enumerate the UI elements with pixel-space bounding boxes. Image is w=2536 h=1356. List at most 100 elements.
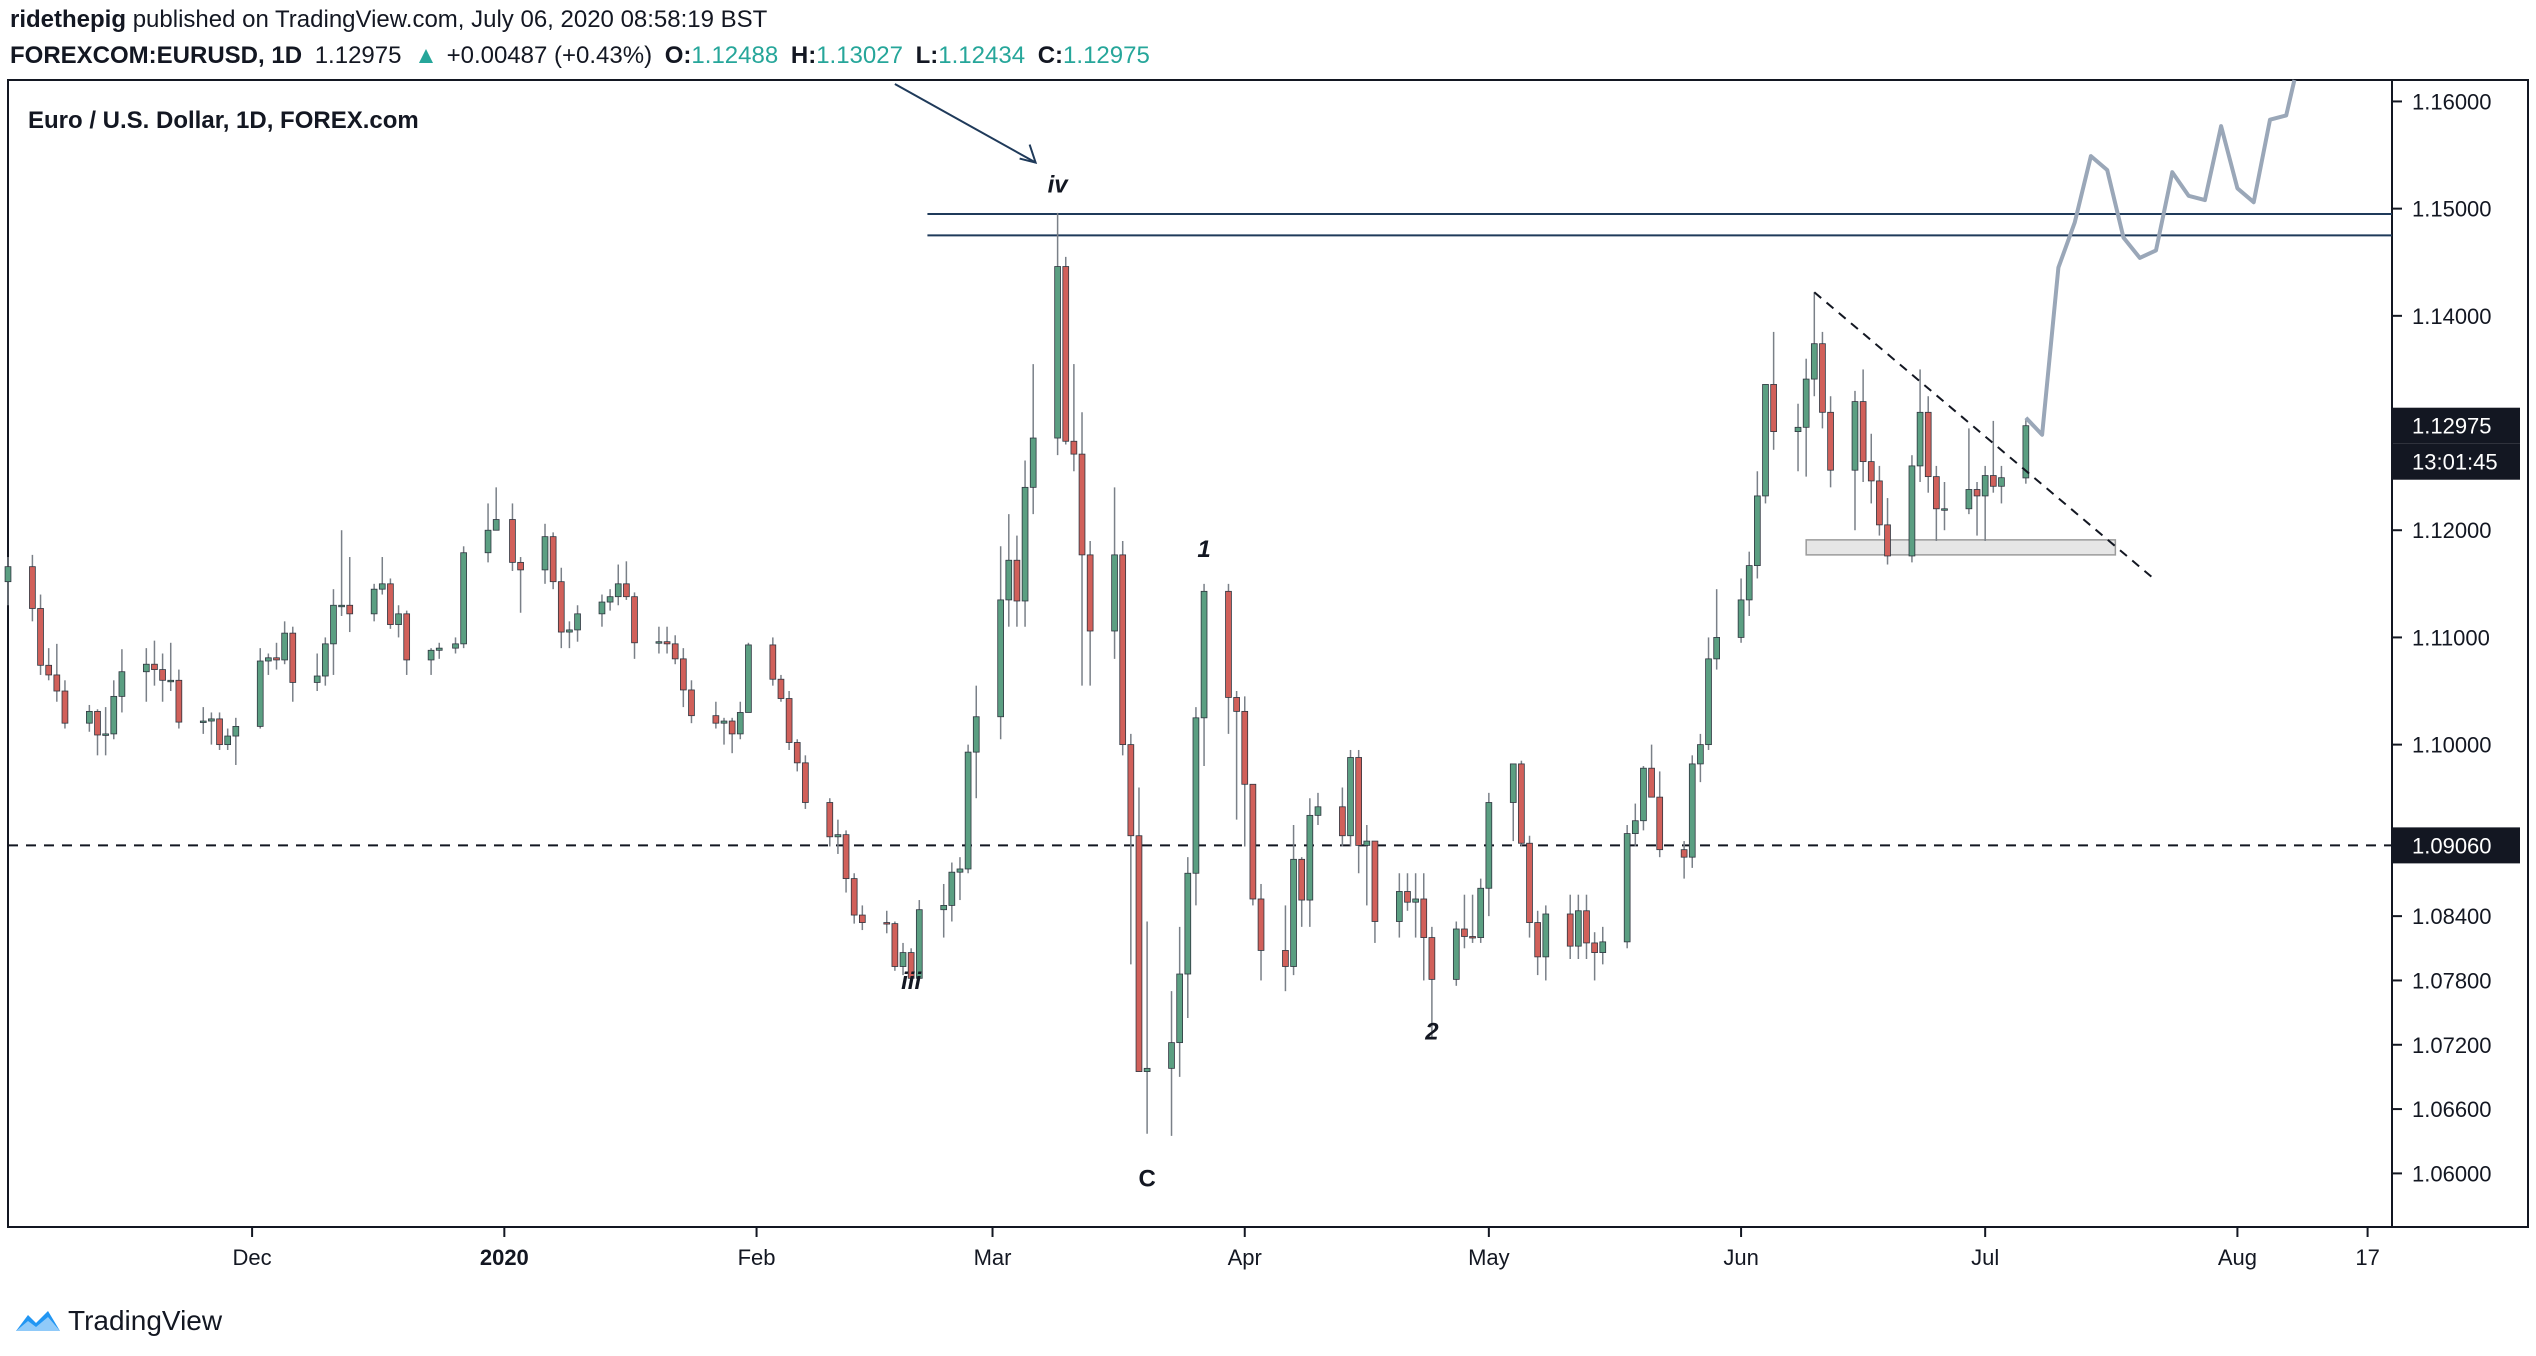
candle[interactable]: [1111, 487, 1118, 659]
candle[interactable]: [842, 830, 850, 893]
candle[interactable]: [1412, 873, 1419, 938]
candle[interactable]: [509, 503, 516, 571]
candle[interactable]: [53, 643, 61, 702]
candle[interactable]: [1477, 878, 1485, 943]
candle[interactable]: [460, 546, 467, 649]
candle[interactable]: [1192, 707, 1200, 906]
candle[interactable]: [720, 717, 728, 745]
candle[interactable]: [1697, 733, 1704, 783]
candle[interactable]: [1452, 921, 1460, 986]
candle[interactable]: [1428, 926, 1436, 1038]
candle[interactable]: [1794, 403, 1802, 472]
candle[interactable]: [1998, 465, 2005, 504]
candle[interactable]: [159, 653, 166, 702]
candle[interactable]: [745, 642, 752, 713]
candle[interactable]: [1143, 921, 1151, 1134]
candle[interactable]: [1916, 369, 1924, 482]
candle[interactable]: [1851, 390, 1859, 531]
candle[interactable]: [1583, 894, 1590, 960]
candle[interactable]: [1371, 840, 1379, 943]
candle[interactable]: [1241, 696, 1249, 847]
candle[interactable]: [736, 701, 744, 740]
candle[interactable]: [1306, 798, 1314, 927]
candle[interactable]: [370, 583, 378, 622]
candle[interactable]: [1347, 749, 1354, 847]
candle[interactable]: [566, 621, 573, 649]
candle[interactable]: [1867, 433, 1875, 504]
candle[interactable]: [1021, 460, 1029, 627]
candle[interactable]: [403, 610, 411, 675]
candle[interactable]: [37, 594, 44, 675]
candle[interactable]: [1200, 583, 1208, 767]
price-axis[interactable]: 1.160001.150001.140001.130001.120001.110…: [2392, 89, 2492, 1186]
candle[interactable]: [1933, 465, 1940, 541]
candle[interactable]: [1298, 857, 1306, 927]
candle[interactable]: [1485, 792, 1493, 917]
candle[interactable]: [1534, 910, 1541, 976]
candle[interactable]: [94, 709, 101, 756]
candle[interactable]: [891, 921, 899, 971]
candle[interactable]: [793, 739, 801, 772]
candle[interactable]: [1705, 637, 1712, 750]
candle[interactable]: [1575, 894, 1582, 960]
candle[interactable]: [167, 642, 175, 692]
candle[interactable]: [151, 640, 158, 686]
candle[interactable]: [997, 546, 1004, 740]
candle[interactable]: [1168, 991, 1175, 1136]
candle[interactable]: [1745, 551, 1753, 616]
candle[interactable]: [1509, 763, 1517, 842]
candle[interactable]: [378, 557, 386, 595]
candle[interactable]: [273, 642, 280, 670]
candle[interactable]: [1070, 364, 1078, 472]
candle[interactable]: [785, 691, 793, 750]
candle[interactable]: [29, 554, 36, 622]
candle[interactable]: [1054, 212, 1061, 456]
candle[interactable]: [623, 561, 630, 600]
candle[interactable]: [1599, 926, 1607, 965]
candle[interactable]: [1461, 894, 1468, 949]
candle[interactable]: [574, 605, 581, 642]
candle[interactable]: [289, 626, 297, 702]
time-axis[interactable]: Dec 2020 Feb Mar Apr May Jun Jul Aug 17: [233, 1227, 2380, 1270]
candle[interactable]: [850, 873, 858, 924]
author-name[interactable]: ridethepig: [10, 6, 127, 33]
trendline[interactable]: [1813, 291, 2157, 582]
candle[interactable]: [859, 905, 866, 931]
candle[interactable]: [1737, 578, 1745, 643]
candle[interactable]: [492, 487, 500, 531]
candle[interactable]: [395, 605, 402, 638]
candle[interactable]: [1802, 358, 1810, 477]
candle[interactable]: [802, 755, 809, 809]
tradingview-footer[interactable]: TradingView: [14, 1305, 222, 1337]
candle[interactable]: [680, 648, 687, 708]
candle[interactable]: [1249, 783, 1257, 906]
candle[interactable]: [1119, 540, 1127, 756]
candle[interactable]: [1469, 894, 1476, 943]
candle[interactable]: [1420, 873, 1428, 981]
candle[interactable]: [1086, 540, 1094, 686]
candle[interactable]: [61, 680, 69, 729]
candle[interactable]: [948, 862, 956, 922]
candle[interactable]: [142, 648, 150, 702]
candle[interactable]: [671, 635, 679, 665]
candle[interactable]: [338, 530, 345, 616]
candle[interactable]: [1314, 792, 1322, 826]
candle[interactable]: [1981, 465, 1989, 541]
candle[interactable]: [175, 669, 183, 729]
candle[interactable]: [1648, 744, 1655, 798]
support-zone[interactable]: [1805, 539, 2117, 556]
candle[interactable]: [45, 648, 53, 681]
candle[interactable]: [102, 707, 109, 756]
candle[interactable]: [1819, 331, 1826, 429]
candle[interactable]: [1225, 583, 1232, 734]
candle[interactable]: [1355, 749, 1362, 874]
candle[interactable]: [110, 680, 118, 740]
candle[interactable]: [118, 649, 126, 713]
candle[interactable]: [549, 532, 557, 590]
candle[interactable]: [387, 578, 394, 629]
candle[interactable]: [614, 564, 622, 606]
candle[interactable]: [1688, 755, 1696, 868]
candle[interactable]: [899, 942, 907, 976]
candle[interactable]: [265, 653, 272, 675]
candle[interactable]: [1908, 455, 1916, 563]
